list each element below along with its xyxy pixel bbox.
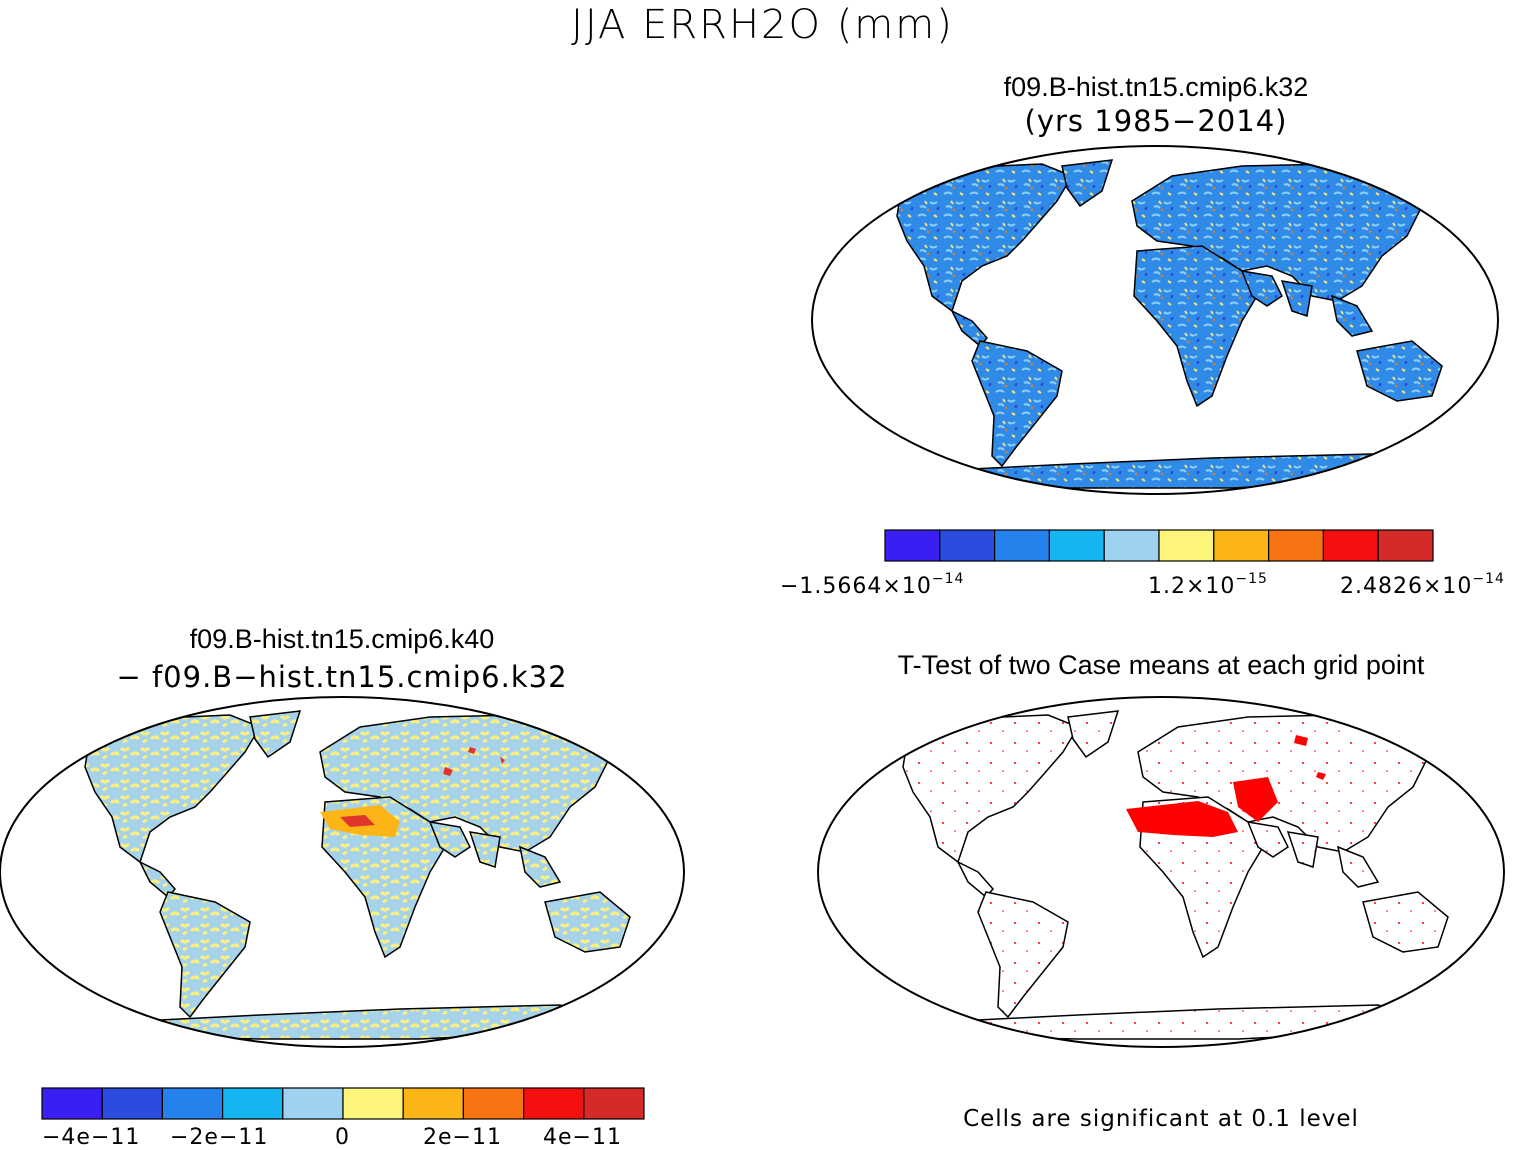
bottom-left-map xyxy=(0,696,685,1048)
bottom-colorbar-tick-1: −2e−11 xyxy=(170,1125,269,1150)
top-colorbar-swatch-3 xyxy=(1048,529,1105,562)
top-colorbar-swatch-5 xyxy=(1158,529,1215,562)
bottom-colorbar-swatch-5 xyxy=(342,1087,404,1120)
bottom-colorbar xyxy=(41,1087,645,1120)
bottom-colorbar-tick-2: 0 xyxy=(335,1125,350,1150)
bottom-colorbar-swatch-9 xyxy=(583,1087,645,1120)
significance-note: Cells are significant at 0.1 level xyxy=(963,1106,1359,1132)
top-panel-title: f09.B-hist.tn15.cmip6.k32 xyxy=(1003,72,1309,102)
bottom-colorbar-tick-4: 4e−11 xyxy=(543,1125,622,1150)
top-map xyxy=(811,145,1499,495)
bottom-left-subtitle: − f09.B−hist.tn15.cmip6.k32 xyxy=(116,660,568,694)
top-colorbar-swatch-2 xyxy=(993,529,1050,562)
top-colorbar-swatch-9 xyxy=(1377,529,1434,562)
bottom-colorbar-swatch-1 xyxy=(101,1087,163,1120)
bottom-colorbar-tick-3: 2e−11 xyxy=(423,1125,502,1150)
top-colorbar-swatch-0 xyxy=(884,529,941,562)
bottom-right-map xyxy=(817,696,1505,1048)
top-colorbar-label-left: −1.5664×10−14 xyxy=(780,571,965,599)
figure-title: JJA ERRH2O (mm) xyxy=(571,2,954,48)
top-colorbar-swatch-8 xyxy=(1322,529,1379,562)
bottom-colorbar-tick-0: −4e−11 xyxy=(42,1125,141,1150)
top-colorbar-swatch-1 xyxy=(939,529,996,562)
top-colorbar-swatch-7 xyxy=(1267,529,1324,562)
top-colorbar-label-right: 2.4826×10−14 xyxy=(1340,571,1505,599)
bottom-colorbar-swatch-0 xyxy=(41,1087,103,1120)
bottom-colorbar-swatch-3 xyxy=(222,1087,284,1120)
bottom-colorbar-swatch-4 xyxy=(282,1087,344,1120)
top-colorbar-label-mid: 1.2×10−15 xyxy=(1148,571,1268,599)
ttest-title: T-Test of two Case means at each grid po… xyxy=(897,650,1425,680)
top-colorbar-swatch-4 xyxy=(1103,529,1160,562)
bottom-colorbar-swatch-7 xyxy=(462,1087,525,1120)
bottom-colorbar-swatch-8 xyxy=(522,1087,585,1120)
top-panel-subtitle: (yrs 1985−2014) xyxy=(1024,104,1288,138)
bottom-colorbar-swatch-6 xyxy=(402,1087,465,1120)
bottom-left-title: f09.B-hist.tn15.cmip6.k40 xyxy=(189,624,495,654)
top-colorbar-swatch-6 xyxy=(1213,529,1270,562)
bottom-colorbar-swatch-2 xyxy=(161,1087,224,1120)
top-colorbar xyxy=(884,529,1434,562)
